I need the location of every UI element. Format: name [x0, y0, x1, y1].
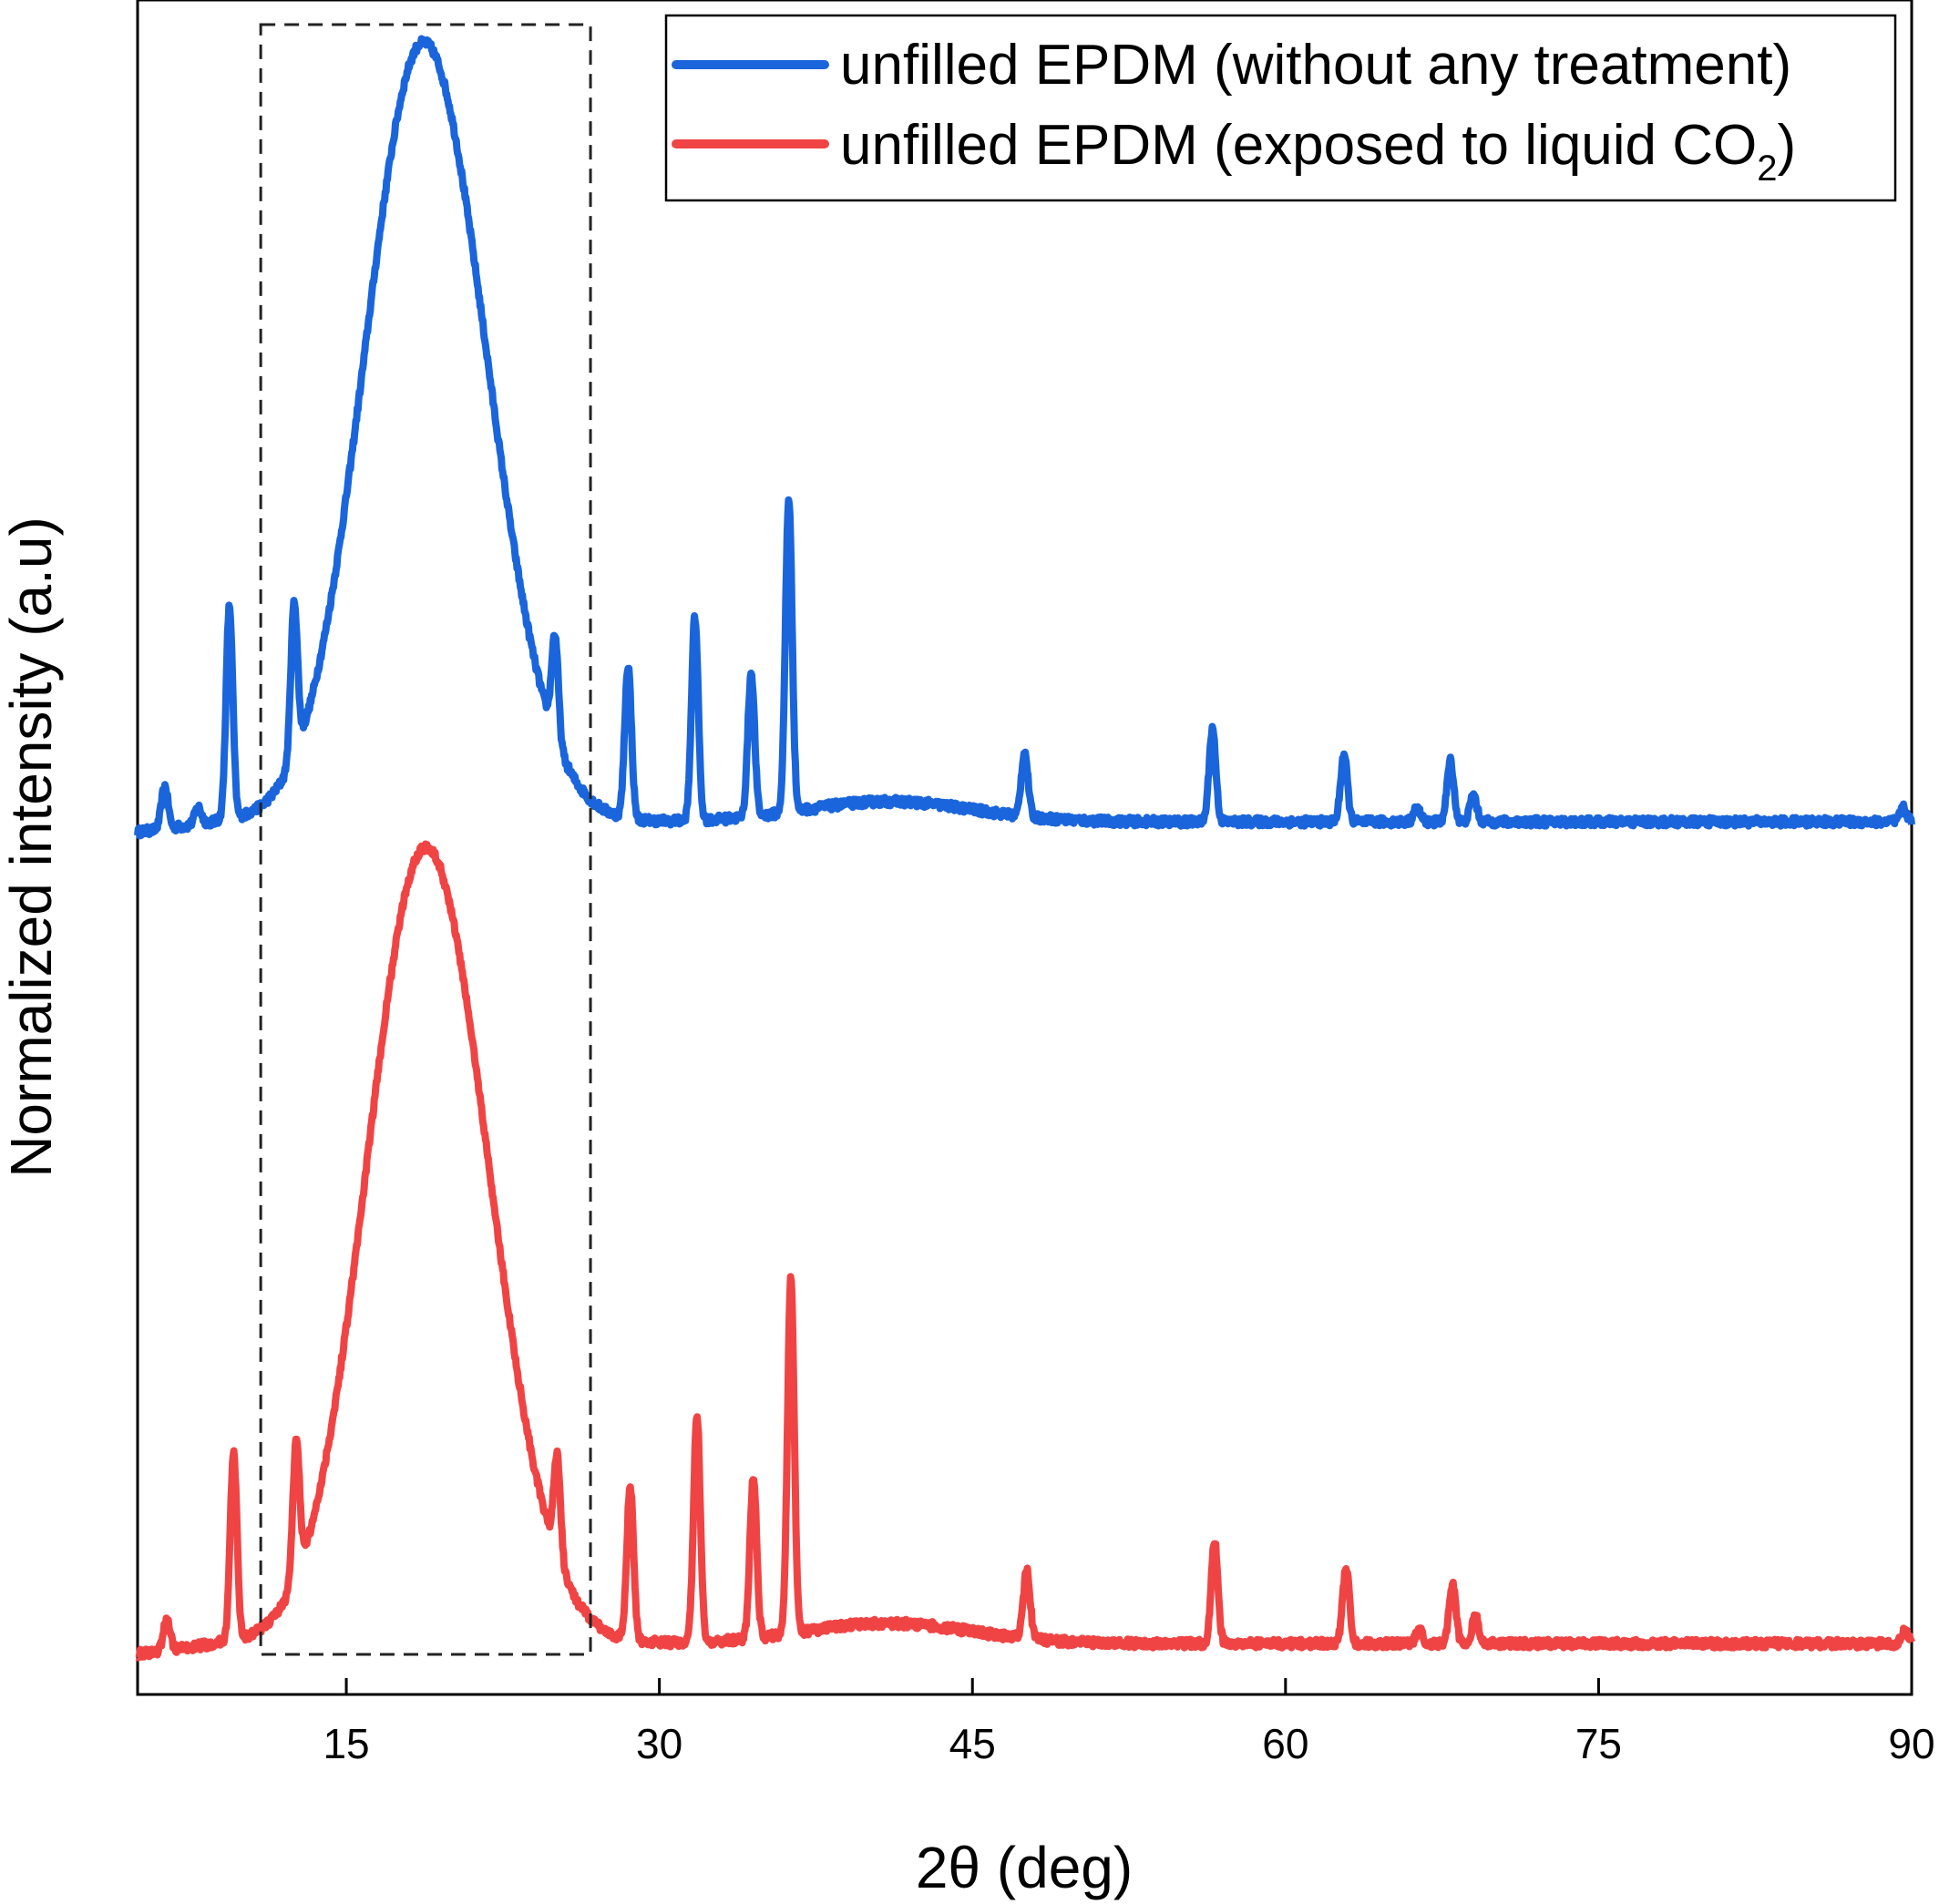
- x-axis-title: 2θ (deg): [916, 1835, 1133, 1900]
- x-tick-label: 15: [323, 1720, 369, 1767]
- legend: unfilled EPDM (without any treatment) un…: [666, 15, 1895, 200]
- legend-label-untreated: unfilled EPDM (without any treatment): [840, 34, 1791, 97]
- legend-label-co2-end: ): [1778, 114, 1797, 177]
- series-layer: [138, 39, 1912, 1658]
- x-tick-label: 75: [1575, 1720, 1622, 1767]
- x-axis: 15 30 45 60 75 90: [323, 1678, 1934, 1767]
- plot-frame: [138, 0, 1912, 1694]
- x-tick-label: 90: [1888, 1720, 1934, 1767]
- y-axis-title: Normalized intensity (a.u): [0, 517, 64, 1178]
- x-tick-label: 45: [949, 1720, 996, 1767]
- legend-label-co2-main: unfilled EPDM (exposed to liquid CO: [840, 114, 1757, 177]
- x-tick-label: 60: [1262, 1720, 1308, 1767]
- dashed-highlight-box: [261, 25, 590, 1654]
- legend-label-co2-subscript: 2: [1757, 148, 1777, 189]
- x-tick-label: 30: [636, 1720, 682, 1767]
- series-line-co2: [138, 845, 1912, 1658]
